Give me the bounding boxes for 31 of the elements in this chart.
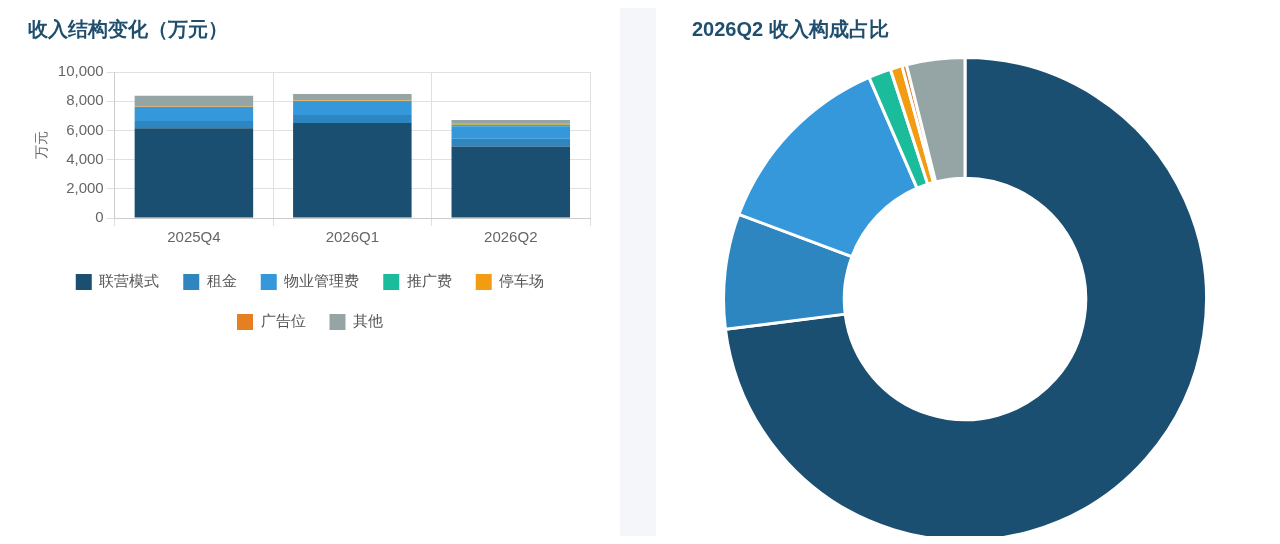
bar xyxy=(451,119,571,124)
bar xyxy=(134,95,254,107)
legend-label: 联营模式 xyxy=(99,272,160,290)
y-tick-label: 2,000 xyxy=(66,178,104,196)
legend-label: 租金 xyxy=(206,272,237,290)
bar xyxy=(451,146,571,218)
legend-label: 物业管理费 xyxy=(284,272,360,290)
y-tick-label: 0 xyxy=(95,208,104,226)
bar xyxy=(293,101,412,116)
chart-title: 收入结构变化（万元） xyxy=(28,17,228,42)
x-tick-label: 2025Q4 xyxy=(167,228,221,246)
bar xyxy=(134,120,254,129)
y-tick-label: 6,000 xyxy=(66,120,104,138)
y-axis-title: 万元 xyxy=(33,131,50,159)
bar xyxy=(293,123,412,218)
y-tick-label: 4,000 xyxy=(66,149,104,167)
bar xyxy=(134,128,254,218)
chart-title: 2026Q2 收入构成占比 xyxy=(692,17,889,42)
legend-label: 推广费 xyxy=(406,272,452,290)
legend-label: 停车场 xyxy=(499,272,545,290)
bar xyxy=(451,138,571,147)
x-tick-label: 2026Q1 xyxy=(325,228,380,246)
legend-label: 其他 xyxy=(353,312,383,330)
y-tick-label: 8,000 xyxy=(66,91,104,109)
y-tick-label: 10,000 xyxy=(57,62,104,80)
bar xyxy=(293,115,412,124)
x-tick-label: 2026Q2 xyxy=(484,228,538,246)
bar xyxy=(451,126,571,139)
bar xyxy=(134,107,254,121)
bar xyxy=(293,93,412,101)
legend-label: 广告位 xyxy=(260,312,306,330)
